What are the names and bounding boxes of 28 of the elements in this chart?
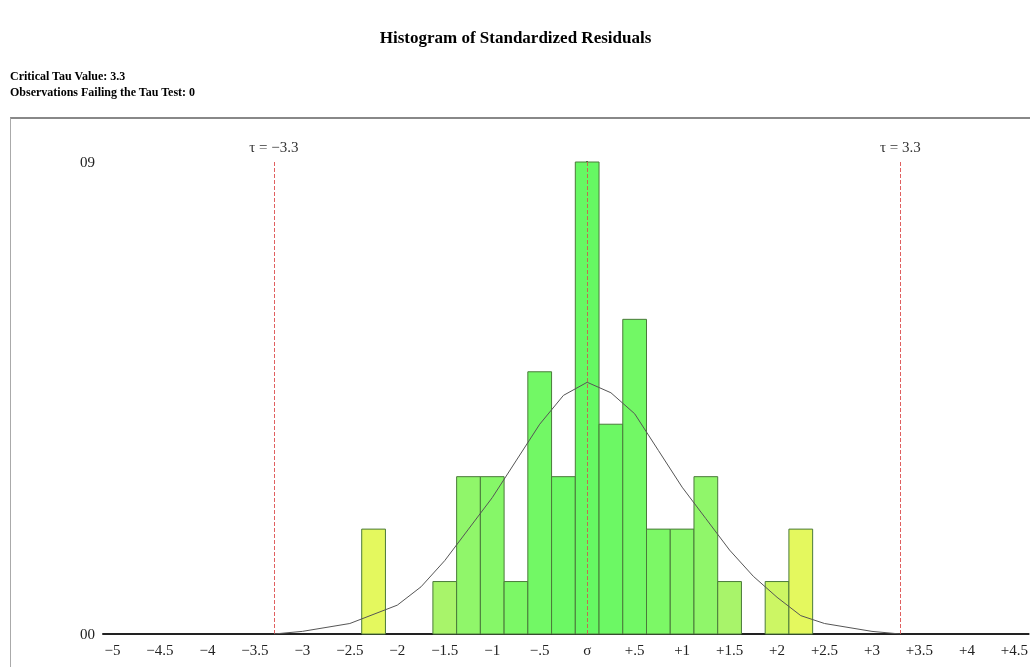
x-tick-label: −3.5 [241,641,269,658]
line-series [273,381,901,635]
x-tick-label: −2.5 [336,641,364,658]
y-tick-label: 09 [80,154,95,170]
x-tick-label: +1 [674,641,691,658]
x-tick-label: −5 [104,641,121,658]
x-tick-label: +4 [958,641,976,658]
x-tick-label: −4.5 [146,641,174,658]
x-tick-label: +3 [864,641,880,658]
text: Observations Failing the Tau Test: 0 [10,84,196,100]
chart-title: Histogram of Standardized Residuals [378,28,653,48]
x-tick-label: −3 [294,641,311,658]
x-tick-label: +2 [769,641,786,658]
ref-line-label: τ = 3.3 [880,138,921,155]
x-tick-label: +2.5 [810,641,839,658]
x-tick-label: −.5 [529,641,550,658]
text: Critical Tau Value: 3.3 [10,68,127,84]
x-tick-label: +1.5 [715,641,744,658]
x-tick-label: +3.5 [905,641,934,658]
x-tick-label: −4 [199,641,216,658]
y-tick-label: 00 [80,626,95,642]
ref-line-label: τ = −3.3 [249,138,299,155]
x-tick-label: −2 [389,641,406,658]
x-tick-label: −1 [484,641,501,658]
x-tick-label: +4.5 [1000,641,1028,658]
x-tick-label: +.5 [624,641,645,658]
x-tick-label: −1.5 [431,641,459,658]
x-tick-label: σ [583,641,592,658]
